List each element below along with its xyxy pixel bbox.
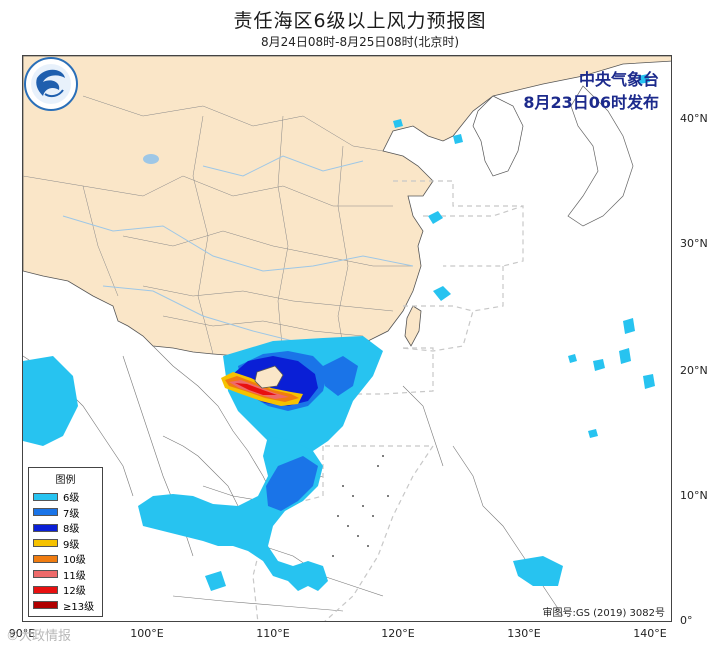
lon-label: 100°E: [130, 627, 164, 640]
legend-swatch: [33, 508, 58, 517]
south-sea-islands: [332, 455, 389, 557]
lat-label: 20°N: [680, 364, 708, 377]
watermark: ©大政情报: [6, 629, 72, 644]
lat-label: 10°N: [680, 489, 708, 502]
hainan-top: [254, 365, 284, 389]
lon-label: 130°E: [507, 627, 541, 640]
taiwan: [404, 305, 422, 347]
legend-item: 11级: [29, 567, 102, 583]
legend-label: 6级: [63, 493, 80, 505]
legend-label: ≥13级: [63, 601, 95, 613]
legend-item: 8级: [29, 520, 102, 536]
lon-label: 110°E: [256, 627, 290, 640]
lat-label: 40°N: [680, 112, 708, 125]
map-canvas: [23, 56, 671, 621]
legend-label: 7级: [63, 508, 80, 520]
wind-area-level12: [235, 383, 277, 395]
lake: [143, 154, 159, 164]
legend-swatch: [33, 585, 58, 594]
legend-label: 12级: [63, 586, 86, 598]
legend: 图例 6级 7级 8级 9级 10级 11级 12级 ≥13级: [28, 467, 103, 617]
review-number: 审图号:GS (2019) 3082号: [542, 608, 665, 619]
cma-logo-icon: [24, 57, 78, 111]
legend-item: 12级: [29, 582, 102, 598]
legend-swatch: [33, 539, 58, 548]
korean-peninsula: [472, 95, 524, 177]
issuer-block: 中央气象台 8月23日06时发布: [523, 68, 659, 114]
legend-swatch: [33, 570, 58, 579]
rivers: [62, 155, 414, 342]
legend-title: 图例: [55, 475, 76, 486]
map-subtitle: 8月24日08时-8月25日08时(北京时): [260, 35, 460, 49]
map-title: 责任海区6级以上风力预报图: [233, 10, 487, 32]
lon-label: 140°E: [633, 627, 667, 640]
legend-item: 6级: [29, 489, 102, 505]
legend-label: 11级: [63, 570, 86, 582]
issue-time: 8月23日06时发布: [523, 93, 659, 112]
lat-label: 0°: [680, 614, 693, 627]
china-land: [23, 56, 671, 360]
legend-swatch: [33, 523, 58, 532]
legend-item: 10级: [29, 551, 102, 567]
lon-label: 90°E: [8, 627, 36, 640]
legend-label: 9级: [63, 539, 80, 551]
wind-area-strong: [221, 372, 303, 406]
lat-label: 30°N: [680, 237, 708, 250]
legend-swatch: [33, 554, 58, 563]
legend-swatch: [33, 601, 58, 610]
japan-islands: [567, 85, 634, 227]
lon-label: 120°E: [381, 627, 415, 640]
legend-item: 7级: [29, 505, 102, 521]
legend-label: 8级: [63, 524, 80, 536]
legend-label: 10级: [63, 555, 86, 567]
legend-item: ≥13级: [29, 598, 102, 614]
wind-forecast-map: 中央气象台 8月23日06时发布 图例 6级 7级 8级 9级 10级 11级 …: [22, 55, 672, 622]
legend-item: 9级: [29, 536, 102, 552]
province-borders: [23, 95, 413, 357]
legend-swatch: [33, 492, 58, 501]
issuer-name: 中央气象台: [578, 70, 659, 89]
